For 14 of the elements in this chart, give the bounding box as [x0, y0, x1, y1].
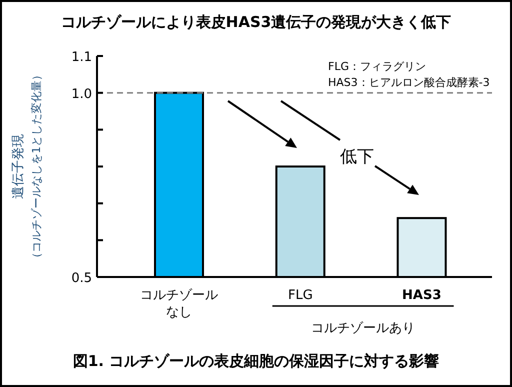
text: コルチゾールあり: [311, 321, 416, 336]
annotation: 低下: [340, 147, 374, 167]
text: （コルチゾールなしを1とした変化量）: [30, 70, 43, 264]
annotation: HAS3：ヒアルロン酸合成酵素-3: [328, 76, 490, 89]
chart-title: コルチゾールにより表皮HAS3遺伝子の発現が大きく低下: [60, 13, 452, 31]
y-tick-label: 1.1: [71, 50, 92, 65]
y-tick-label: 0.5: [71, 271, 92, 286]
annotation: FLG：フィラグリン: [328, 60, 426, 73]
x-tick-label: コルチゾールなし: [140, 288, 218, 320]
y-tick-label: 1.0: [71, 86, 92, 102]
x-tick-label: FLG: [288, 288, 313, 303]
x-tick-label: HAS3: [402, 288, 442, 303]
y-axis-title: 遺伝子発現: [11, 134, 26, 199]
caption: 図1. コルチゾールの表皮細胞の保湿因子に対する影響: [72, 352, 440, 370]
